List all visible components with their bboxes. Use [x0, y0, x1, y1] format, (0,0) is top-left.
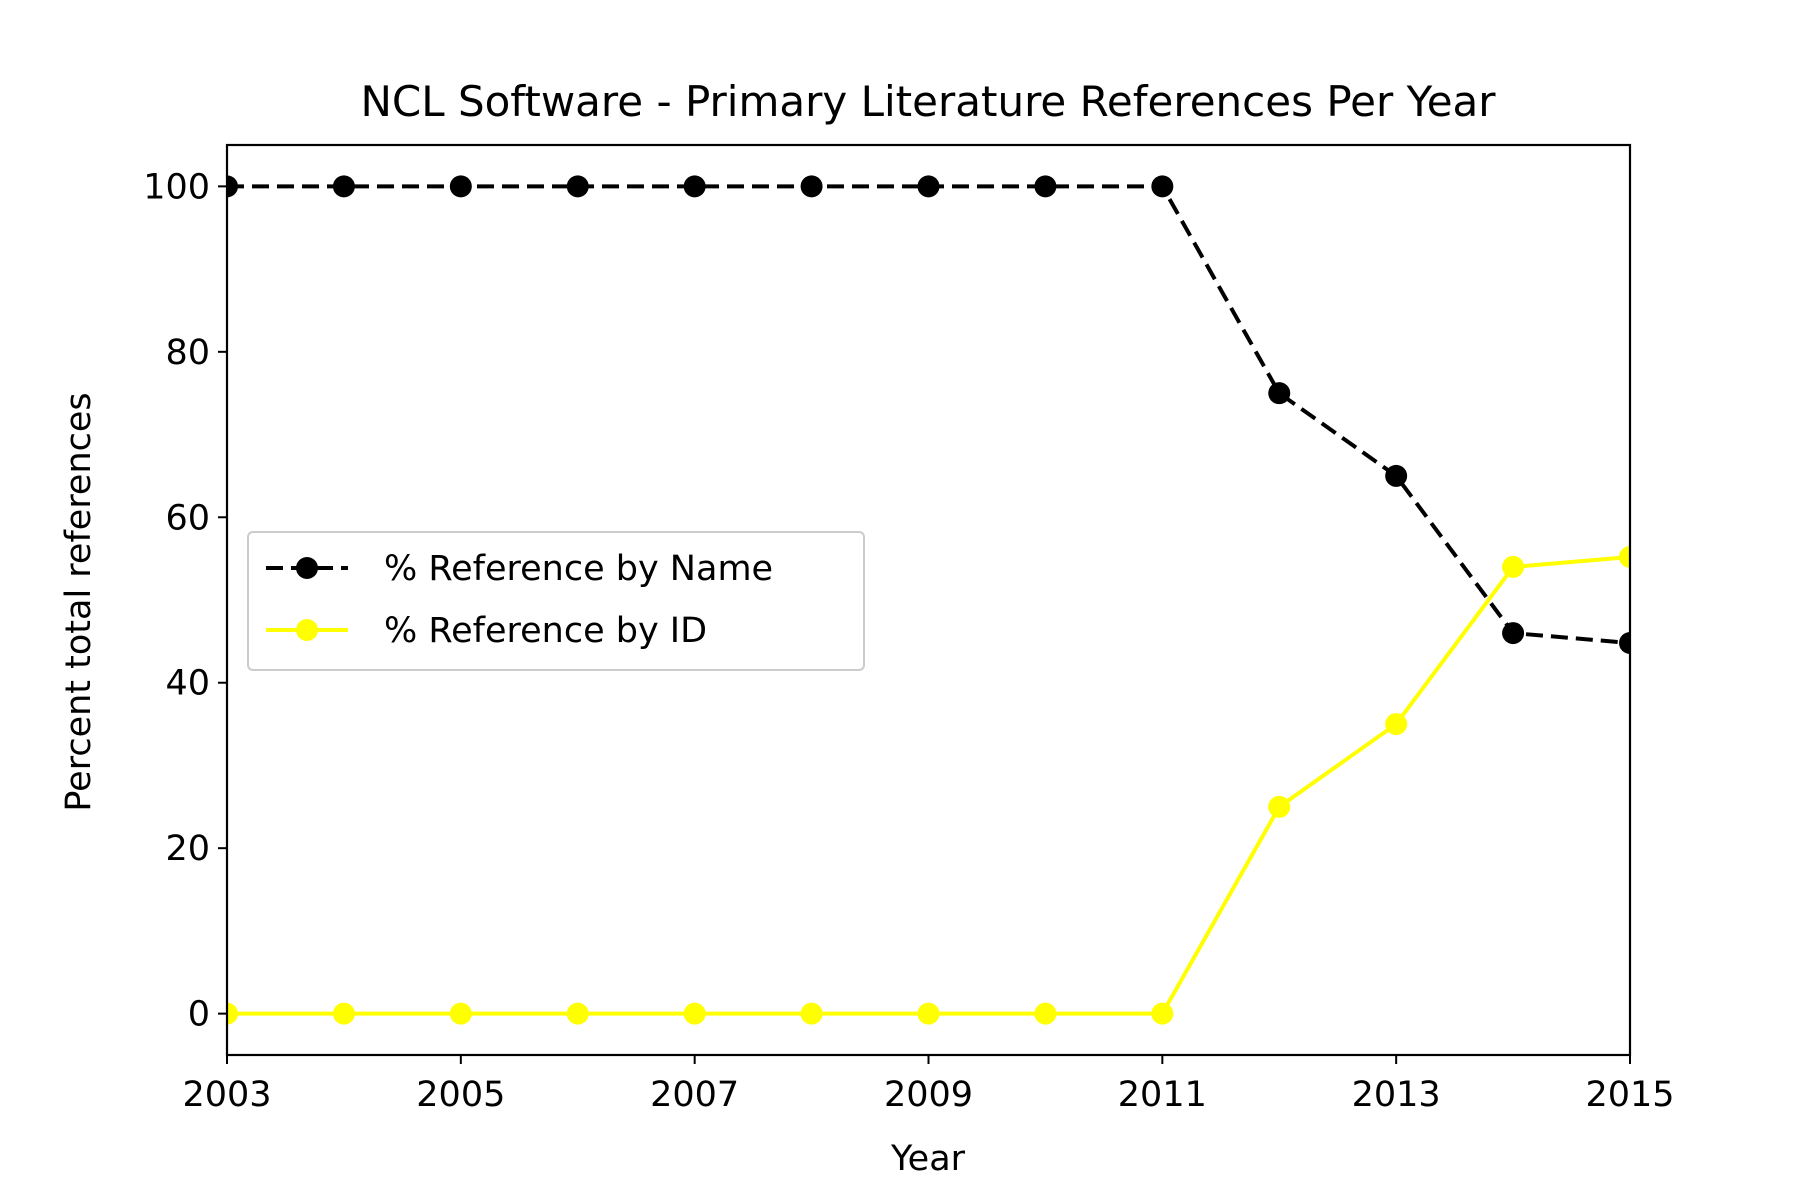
y-tick-label: 0: [188, 995, 210, 1035]
legend: % Reference by Name % Reference by ID: [247, 531, 865, 671]
x-tick-label: 2007: [650, 1075, 739, 1115]
x-tick-label: 2013: [1352, 1075, 1441, 1115]
data-point: [1034, 1002, 1057, 1025]
data-point: [566, 1002, 589, 1025]
x-axis: 2003 2005 2007 2009 2011 2013 2015: [182, 1055, 1675, 1115]
data-point: [683, 1002, 706, 1025]
data-point: [1034, 175, 1057, 198]
y-tick-label: 80: [165, 333, 210, 373]
data-point: [1151, 175, 1174, 198]
legend-label: % Reference by Name: [384, 549, 773, 589]
data-point: [227, 1002, 238, 1025]
data-point: [1502, 622, 1525, 645]
y-tick-label: 60: [165, 498, 210, 538]
legend-marker: [296, 557, 318, 579]
y-tick-label: 20: [165, 829, 210, 869]
x-tick-label: 2009: [884, 1075, 973, 1115]
data-point: [1385, 713, 1408, 736]
data-point: [1268, 382, 1291, 405]
data-point: [332, 1002, 355, 1025]
x-tick-label: 2015: [1585, 1075, 1674, 1115]
chart-title: NCL Software - Primary Literature Refere…: [360, 77, 1496, 126]
data-point: [1268, 795, 1291, 818]
y-tick-label: 40: [165, 664, 210, 704]
y-axis-title: Percent total references: [59, 392, 99, 811]
data-point: [1502, 555, 1525, 578]
series-layer: [227, 175, 1630, 1025]
x-tick-label: 2011: [1118, 1075, 1207, 1115]
data-point: [1619, 632, 1630, 655]
y-tick-label: 100: [143, 167, 210, 207]
data-point: [332, 175, 355, 198]
legend-label: % Reference by ID: [384, 611, 707, 651]
legend-marker: [296, 619, 318, 641]
data-point: [1385, 464, 1408, 487]
data-point: [566, 175, 589, 198]
y-axis: 0 20 40 60 80 100: [143, 167, 227, 1035]
data-point: [683, 175, 706, 198]
x-axis-title: Year: [890, 1139, 966, 1179]
data-point: [917, 175, 940, 198]
legend-box: [247, 531, 865, 671]
data-point: [800, 175, 823, 198]
x-tick-label: 2005: [416, 1075, 505, 1115]
data-point: [800, 1002, 823, 1025]
data-point: [449, 175, 472, 198]
data-point: [449, 1002, 472, 1025]
data-point: [1151, 1002, 1174, 1025]
x-tick-label: 2003: [182, 1075, 271, 1115]
data-point: [227, 175, 238, 198]
data-point: [1619, 545, 1630, 568]
data-point: [917, 1002, 940, 1025]
